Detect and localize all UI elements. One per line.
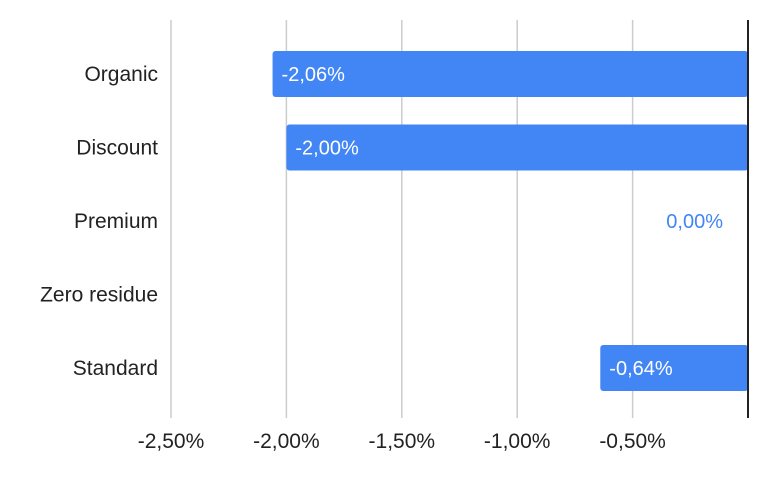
- data-label-premium: 0,00%: [666, 211, 723, 233]
- bars: [272, 51, 748, 391]
- category-label-discount: Discount: [76, 137, 158, 160]
- category-label-zero-residue: Zero residue: [40, 284, 158, 307]
- x-tick-label-4: -0,50%: [599, 430, 666, 453]
- x-tick-label-2: -1,50%: [369, 430, 436, 453]
- x-tick-label-0: -2,50%: [138, 430, 205, 453]
- category-label-standard: Standard: [73, 357, 158, 380]
- bar-discount: [286, 124, 748, 171]
- data-label-organic: -2,06%: [282, 64, 346, 86]
- data-label-standard: -0,64%: [609, 358, 673, 380]
- category-label-organic: Organic: [84, 63, 158, 86]
- x-tick-labels: -2,50% -2,00% -1,50% -1,00% -0,50%: [138, 430, 666, 453]
- x-tick-label-3: -1,00%: [484, 430, 551, 453]
- category-label-premium: Premium: [74, 210, 158, 233]
- bar-organic: [272, 51, 748, 97]
- bar-standard: [600, 345, 748, 391]
- data-label-discount: -2,00%: [295, 138, 359, 160]
- category-labels: Organic Discount Premium Zero residue Standa…: [40, 63, 158, 380]
- bar-labels: -2,06% -2,00% 0,00% -0,64%: [282, 64, 724, 380]
- x-tick-label-1: -2,00%: [253, 430, 320, 453]
